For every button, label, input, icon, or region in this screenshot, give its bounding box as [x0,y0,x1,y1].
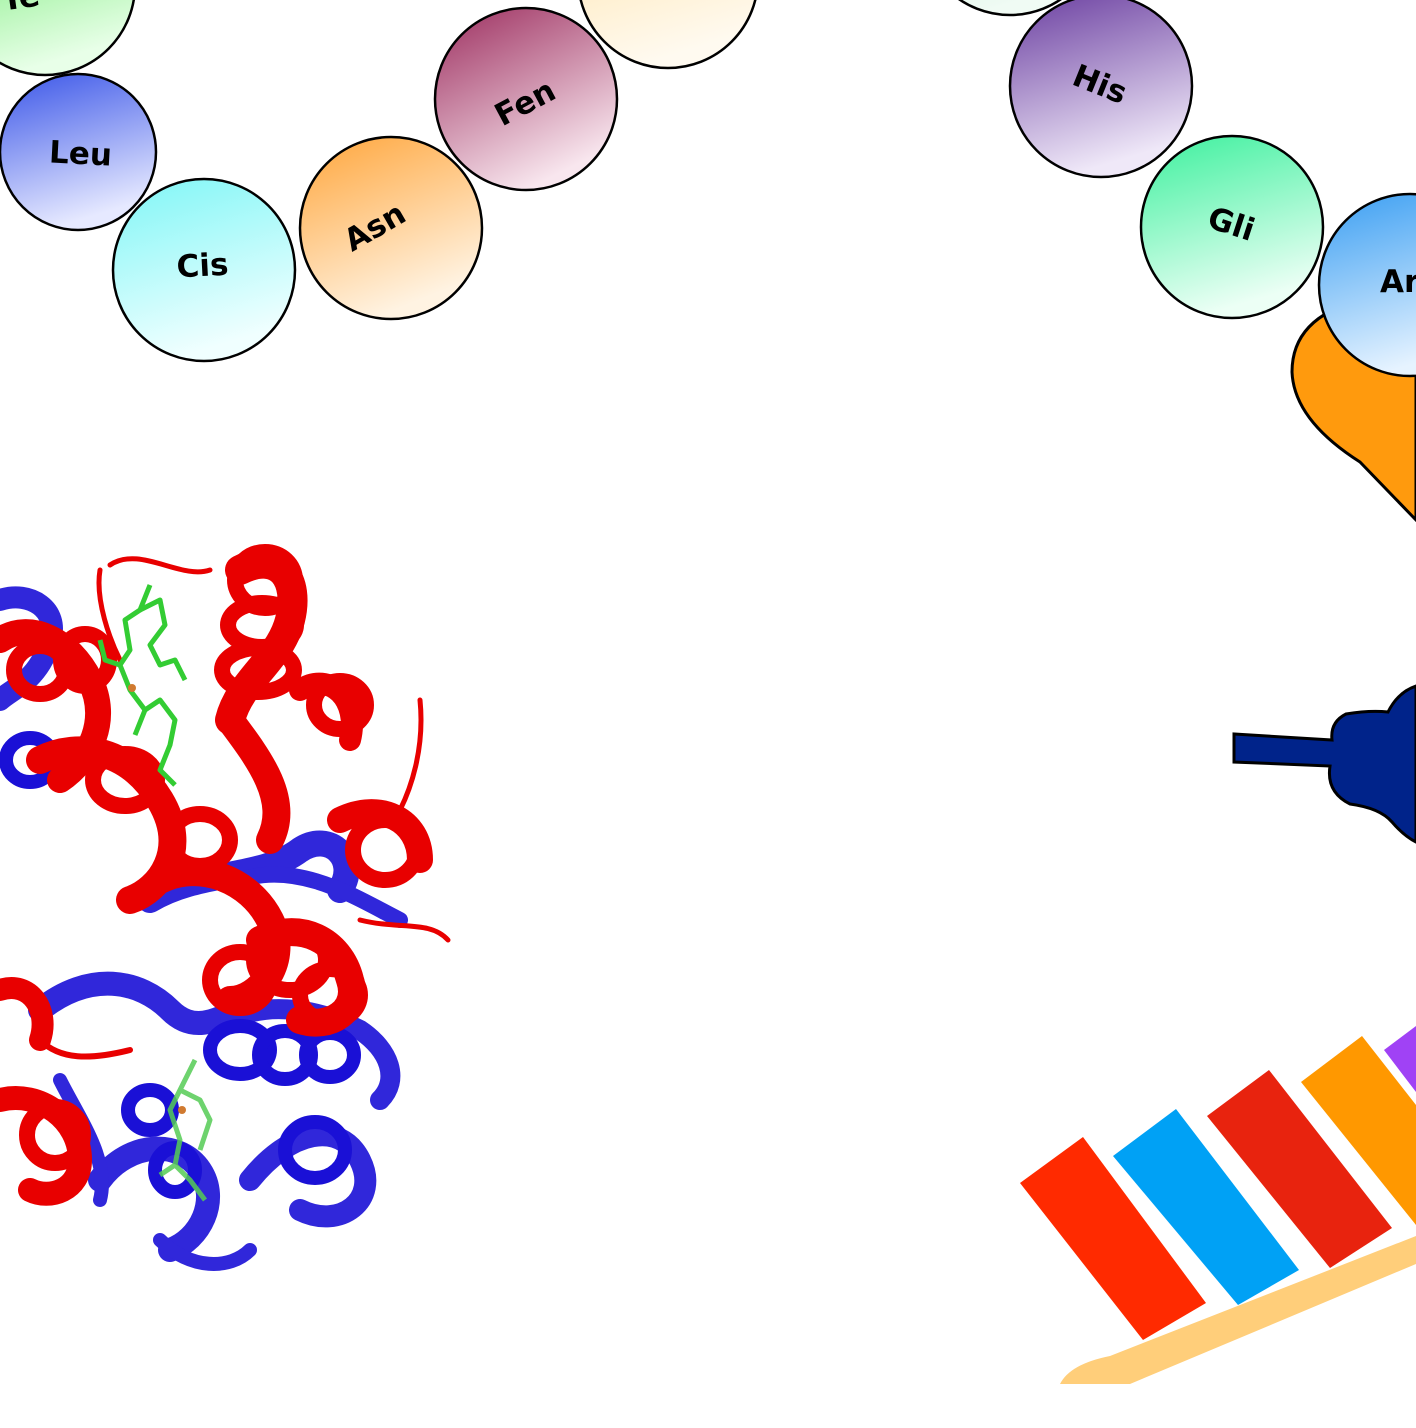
trna-shape [1232,684,1416,844]
ligand-heme-bottom [158,1058,213,1202]
amino-acid-leu: Leu [0,72,158,232]
amino-acid-partial-top-left: Te [0,0,135,77]
mrna-backbone [1060,1236,1416,1384]
mrna-base-1 [1020,1137,1206,1340]
amino-acid-label: Leu [48,134,113,173]
protein-structure [0,544,451,1271]
ligand-heme-top [97,584,188,787]
amino-acid-partial-top-right [958,0,1062,17]
amino-acid-partial-top-center [579,0,757,70]
mrna-base-2 [1113,1109,1299,1305]
mrna-base-5 [1384,1026,1416,1092]
mrna-base-4 [1301,1036,1416,1225]
amino-acid-label: Cis [176,247,230,286]
amino-acid-asn: Asn [298,135,484,321]
mrna-base-3 [1207,1070,1392,1268]
amino-acid-cis: Cis [111,177,297,363]
mrna-strip [1020,1026,1416,1384]
amino-acid-arg-partial: Ar [1317,192,1416,378]
amino-acid-fen: Fen [433,6,619,192]
amino-acid-his: His [1008,0,1194,179]
amino-acid-gli: Gli [1139,134,1325,320]
amino-acid-label: Te [0,0,42,19]
amino-acid-chain: Te Leu Cis Asn Fen His [0,0,1416,378]
amino-acid-label: Ar [1380,264,1416,300]
